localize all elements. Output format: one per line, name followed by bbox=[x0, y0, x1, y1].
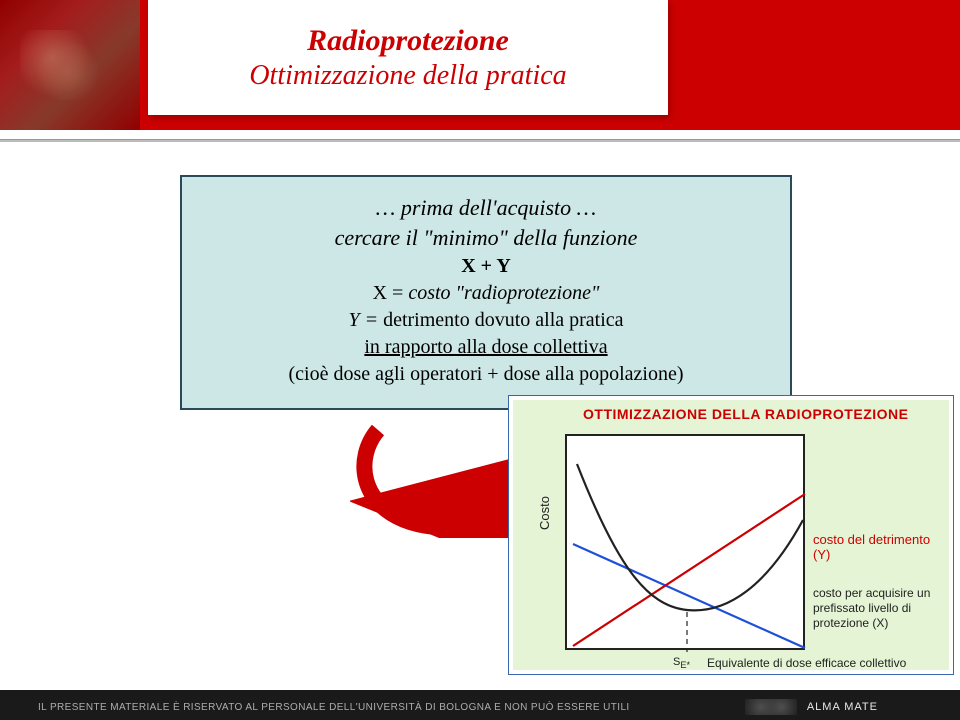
content-line-5: Y = detrimento dovuto alla pratica bbox=[204, 309, 768, 332]
detriment-label: costo del detrimento (Y) bbox=[813, 532, 949, 562]
title-line-1: Radioprotezione bbox=[307, 24, 509, 58]
x-axis-caption: Equivalente di dose efficace collettivo bbox=[707, 656, 906, 670]
chart-box: OTTIMIZZAZIONE DELLA RADIOPROTEZIONE Cos… bbox=[508, 395, 954, 675]
content-line-7: (cioè dose agli operatori + dose alla po… bbox=[204, 363, 768, 386]
title-line-2: Ottimizzazione della pratica bbox=[249, 60, 566, 92]
xy-sum-curve bbox=[577, 464, 803, 610]
header-underline bbox=[0, 139, 960, 142]
content-line-4: X = costo "radioprotezione" bbox=[204, 282, 768, 305]
content-line-6: in rapporto alla dose collettiva bbox=[204, 336, 768, 359]
university-seal bbox=[0, 0, 140, 130]
se-sub: E* bbox=[680, 660, 690, 670]
content-line-2: cercare il "minimo" della funzione bbox=[204, 225, 768, 251]
chart-inner-bg: OTTIMIZZAZIONE DELLA RADIOPROTEZIONE Cos… bbox=[513, 400, 949, 670]
chart-title: OTTIMIZZAZIONE DELLA RADIOPROTEZIONE bbox=[583, 406, 908, 422]
y-definition: detrimento dovuto alla pratica bbox=[383, 309, 623, 331]
x-equals: X = bbox=[373, 282, 409, 304]
content-line-3: X + Y bbox=[204, 255, 768, 278]
protection-label: costo per acquisire un prefissato livell… bbox=[813, 586, 949, 631]
protection-cost-line bbox=[573, 544, 805, 648]
footer-brand: ALMA MATE bbox=[807, 701, 878, 713]
x-axis-se-label: SE* bbox=[673, 656, 690, 670]
content-line-1: … prima dell'acquisto … bbox=[204, 195, 768, 221]
formula-xy: X + Y bbox=[461, 255, 511, 277]
curved-arrow bbox=[350, 418, 510, 538]
content-box: … prima dell'acquisto … cercare il "mini… bbox=[180, 175, 792, 410]
title-box: Radioprotezione Ottimizzazione della pra… bbox=[148, 0, 668, 115]
y-axis-label: Costo bbox=[537, 496, 552, 530]
plot-frame bbox=[565, 434, 805, 650]
x-definition: costo "radioprotezione" bbox=[408, 282, 599, 304]
footer-copyright: IL PRESENTE MATERIALE È RISERVATO AL PER… bbox=[38, 702, 630, 713]
y-equals: Y = bbox=[348, 309, 383, 331]
